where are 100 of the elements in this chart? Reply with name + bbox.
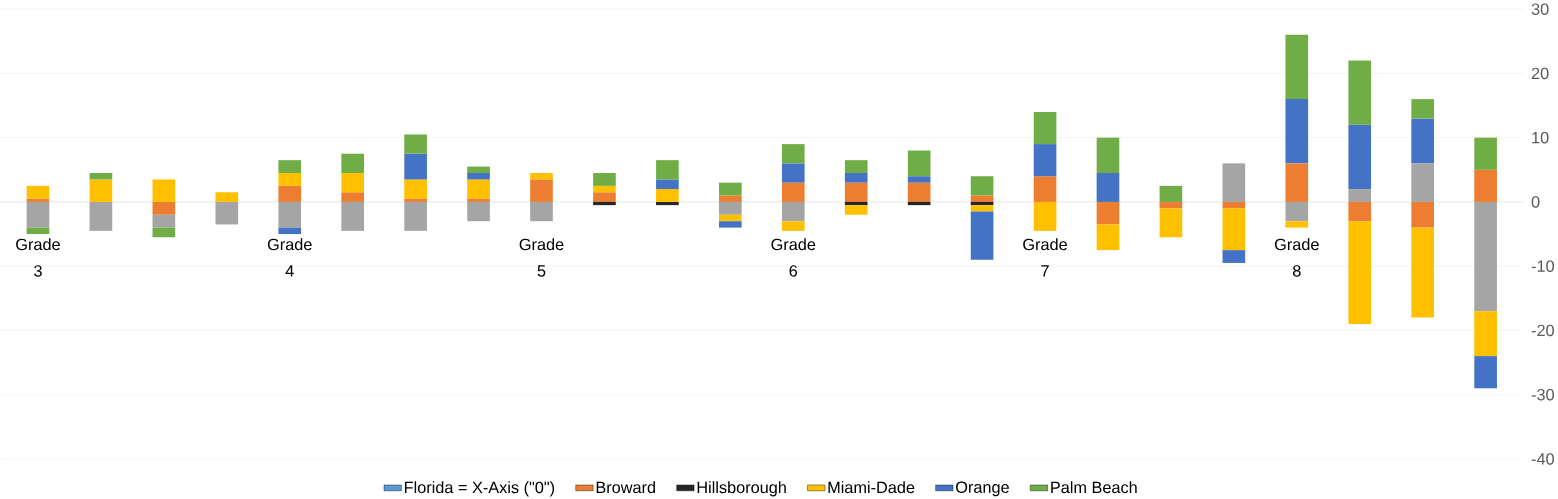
y-tick-label: 30: [1531, 3, 1549, 16]
bar: [844, 202, 868, 206]
y-tick-label: 0: [1531, 196, 1540, 208]
bar: [593, 202, 616, 206]
bar: [1033, 144, 1057, 177]
bar: [89, 173, 113, 180]
bar: [467, 166, 490, 174]
bar: [341, 153, 364, 174]
bar: [844, 160, 868, 174]
bar: [530, 179, 553, 203]
bar: [1096, 137, 1120, 174]
bar: [656, 189, 679, 203]
bar: [1033, 176, 1057, 203]
bar: [1222, 250, 1246, 264]
bar: [404, 179, 427, 199]
bar: [970, 176, 994, 196]
bar: [215, 202, 239, 225]
bar: [404, 153, 427, 180]
bar: [1411, 118, 1435, 164]
x-tick-label: Grade 6: [771, 238, 816, 277]
bar: [341, 202, 364, 232]
bar: [1411, 227, 1435, 318]
legend-label: Hillsborough: [697, 481, 786, 497]
bar: [718, 202, 742, 215]
bar: [89, 202, 113, 232]
x-tick-label: Grade 7: [1023, 238, 1067, 277]
bar: [1033, 202, 1057, 232]
legend-label: Florida = X-Axis ("0"): [404, 481, 555, 497]
legend-label: Orange: [956, 481, 1009, 497]
y-tick-label: 20: [1531, 67, 1549, 80]
bar: [1159, 202, 1183, 209]
bar: [1411, 99, 1435, 119]
bar: [718, 221, 742, 228]
bar: [1285, 202, 1309, 222]
bar: [89, 179, 113, 203]
bar: [1348, 60, 1372, 126]
bar: [1348, 221, 1372, 325]
bar: [152, 227, 176, 238]
bar: [1096, 202, 1120, 225]
bar: [530, 173, 553, 180]
bar: [593, 186, 616, 193]
bar: [467, 198, 490, 203]
bar: [1222, 163, 1246, 203]
x-tick-label: Grade 4: [267, 238, 312, 277]
y-tick-label: -10: [1531, 260, 1554, 273]
bar: [404, 198, 427, 203]
bar: [341, 173, 364, 193]
bar: [278, 202, 302, 228]
legend-label: Palm Beach: [1051, 481, 1137, 494]
bar: [26, 202, 50, 228]
bar: [1222, 208, 1246, 251]
bar: [278, 227, 302, 235]
bar: [781, 221, 805, 232]
bar: [844, 173, 868, 183]
bar: [1474, 169, 1497, 203]
bar: [467, 202, 490, 222]
bar: [907, 150, 931, 177]
y-tick-label: 10: [1532, 132, 1549, 144]
bar: [1474, 202, 1497, 312]
bar: [1285, 35, 1309, 100]
bar: [1096, 173, 1120, 203]
bar: [26, 227, 50, 235]
bar: [718, 195, 742, 203]
bar: [404, 134, 427, 154]
bar: [718, 214, 742, 222]
bar: [1159, 208, 1183, 238]
bar: [1411, 163, 1435, 203]
bar: [907, 202, 931, 206]
bar: [844, 182, 868, 203]
bar: [781, 202, 805, 222]
bar: [404, 202, 427, 232]
bar: [152, 214, 176, 228]
bar: [656, 179, 679, 190]
bar: [970, 202, 994, 206]
bar: [1222, 202, 1246, 209]
bar: [1411, 202, 1435, 228]
bar: [26, 198, 50, 203]
y-tick-label: -30: [1531, 389, 1554, 401]
bar: [278, 173, 302, 187]
bar: [1096, 224, 1120, 251]
bar: [718, 182, 742, 196]
bar: [26, 186, 50, 199]
x-tick-label: Grade 5: [519, 238, 564, 277]
bar: [215, 192, 239, 203]
bar: [1474, 311, 1497, 357]
bar: [781, 144, 805, 164]
bar: [1348, 189, 1372, 203]
bar: [1474, 356, 1497, 389]
bar: [1348, 125, 1372, 190]
bar: [656, 202, 679, 206]
bar: [907, 182, 931, 203]
bar: [907, 176, 931, 183]
bar: [1285, 163, 1309, 203]
bar: [467, 173, 490, 180]
bar: [1159, 186, 1183, 203]
bar: [1285, 99, 1309, 164]
bar: [278, 160, 302, 174]
bar: [593, 192, 616, 203]
x-tick-label: Grade 8: [1274, 238, 1319, 277]
bar: [467, 179, 490, 199]
